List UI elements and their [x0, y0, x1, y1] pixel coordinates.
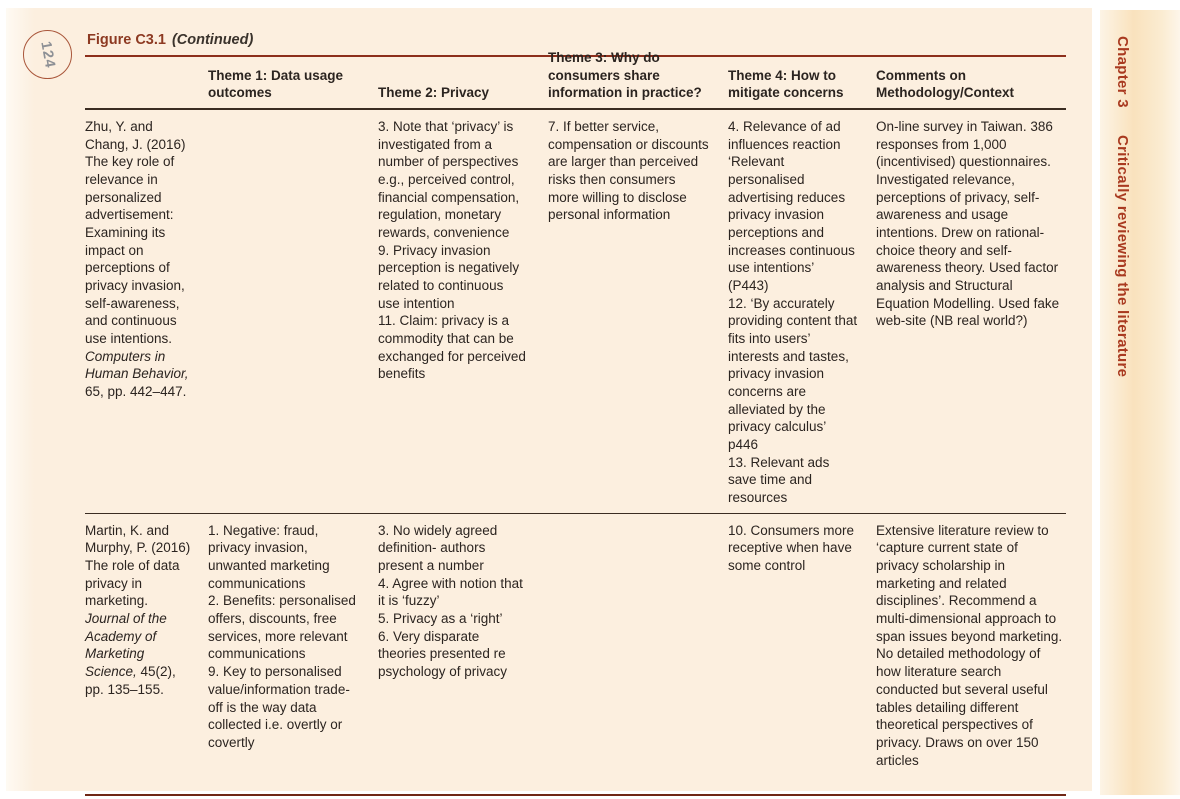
theme4-cell: 10. Consumers more receptive when have s… — [728, 522, 855, 574]
citation-pages: 65, pp. 442–447. — [85, 384, 187, 400]
theme1-cell: 1. Negative: fraud, privacy invasion, un… — [208, 522, 356, 750]
table-header-row: Theme 1: Data usage outcomes Theme 2: Pr… — [85, 50, 1066, 110]
citation-cell: Zhu, Y. and Chang, J. (2016) The key rol… — [85, 118, 208, 507]
comments-cell: On-line survey in Taiwan. 386 responses … — [876, 119, 1060, 329]
figure-label: Figure C3.1 — [87, 32, 166, 48]
chapter-sidebar-text: Chapter 3 Critically reviewing the liter… — [1114, 36, 1131, 776]
citation-journal: Journal of the Academy of Marketing Scie… — [85, 611, 167, 680]
figure-continued: (Continued) — [171, 32, 254, 48]
header-citation — [85, 102, 208, 108]
table-row: Zhu, Y. and Chang, J. (2016) The key rol… — [85, 110, 1066, 514]
theme1-cell — [208, 118, 378, 507]
page-number: 124 — [37, 39, 58, 70]
title-rule — [85, 55, 1066, 57]
header-comments: Comments on Methodology/Context — [876, 67, 1014, 101]
page-background — [6, 8, 1092, 791]
header-theme2: Theme 2: Privacy — [378, 85, 490, 101]
theme2-cell: 3. Note that ‘privacy’ is investigated f… — [378, 119, 526, 382]
citation-journal: Computers in Human Behavior, — [85, 348, 189, 382]
theme4-cell: 4. Relevance of ad influences reaction ‘… — [728, 119, 858, 506]
chapter-title: Critically reviewing the literature — [1114, 135, 1131, 378]
literature-review-table: Theme 1: Data usage outcomes Theme 2: Pr… — [85, 50, 1066, 796]
table-row: Martin, K. and Murphy, P. (2016) The rol… — [85, 514, 1066, 794]
page-number-badge: 124 — [23, 30, 72, 79]
header-theme3: Theme 3: Why do consumers share informat… — [548, 49, 702, 101]
citation-cell: Martin, K. and Murphy, P. (2016) The rol… — [85, 522, 208, 784]
citation-text: Zhu, Y. and Chang, J. (2016) The key rol… — [85, 119, 186, 347]
figure-caption: Figure C3.1 (Continued) — [87, 32, 253, 48]
chapter-tab — [1100, 10, 1180, 795]
bottom-rule — [85, 793, 1066, 796]
theme3-cell: 7. If better service, compensation or di… — [548, 119, 709, 223]
theme3-cell — [548, 522, 728, 784]
citation-pages: 45(2), pp. 135–155. — [85, 664, 176, 697]
citation-text: Martin, K. and Murphy, P. (2016) The rol… — [85, 522, 191, 609]
chapter-label: Chapter 3 — [1114, 36, 1131, 108]
header-theme1: Theme 1: Data usage outcomes — [208, 67, 344, 101]
theme2-cell: 3. No widely agreed definition- authors … — [378, 522, 523, 680]
header-theme4: Theme 4: How to mitigate concerns — [728, 67, 844, 101]
comments-cell: Extensive literature review to ‘capture … — [876, 522, 1063, 768]
